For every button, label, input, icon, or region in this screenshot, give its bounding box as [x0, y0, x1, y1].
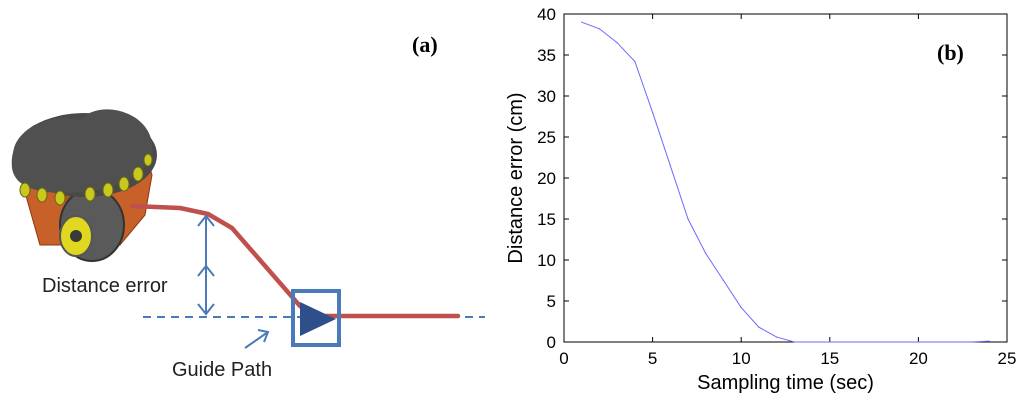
robot-diagram: (a) — [11, 32, 485, 381]
data-point — [917, 341, 919, 343]
x-tick-label: 25 — [998, 349, 1017, 368]
distance-error-chart: (b) 0 5 10 15 20 25 0 5 10 15 20 25 30 35 40 Sampling … — [505, 5, 1016, 394]
data-point — [687, 218, 689, 220]
guide-path-pointer — [244, 329, 270, 349]
y-tick-label: 40 — [537, 5, 556, 24]
series-line — [581, 21, 990, 343]
y-tick-label: 20 — [537, 169, 556, 188]
target-direction-triangle — [300, 302, 336, 336]
panel-b-chart: (b) 0 5 10 15 20 25 0 5 10 15 20 25 30 35 40 Sampling … — [500, 0, 1024, 401]
data-point — [669, 165, 671, 167]
data-point — [864, 341, 866, 343]
series-layer — [581, 21, 990, 343]
data-point — [846, 341, 849, 343]
x-tick-label: 20 — [909, 349, 928, 368]
data-point — [793, 341, 795, 343]
guide-path-label: Guide Path — [172, 359, 272, 381]
data-point — [634, 60, 636, 63]
data-point — [722, 279, 725, 282]
y-tick-label: 0 — [547, 333, 556, 352]
data-point — [953, 341, 955, 343]
x-tick-label: 0 — [559, 349, 568, 368]
x-tick-label: 15 — [820, 349, 839, 368]
target-marker-box — [291, 289, 341, 347]
x-tick-label: 5 — [648, 349, 657, 368]
data-point — [776, 336, 778, 338]
data-point — [705, 252, 707, 255]
y-tick-label: 35 — [537, 46, 556, 65]
y-tick-label: 15 — [537, 210, 556, 229]
data-point — [900, 341, 902, 343]
data-point — [882, 341, 884, 343]
distance-error-label: Distance error — [42, 275, 168, 297]
y-tick-label: 10 — [537, 251, 556, 270]
data-point — [598, 28, 601, 30]
robot-illustration — [11, 109, 157, 262]
y-tick-label: 5 — [547, 292, 556, 311]
data-point — [652, 111, 654, 113]
data-point — [935, 341, 937, 343]
distance-error-arrow — [197, 214, 215, 316]
x-axis-label: Sampling time (sec) — [697, 372, 874, 394]
panel-a-illustration: (a) — [0, 0, 500, 401]
y-tick-label: 30 — [537, 87, 556, 106]
y-tick-label: 25 — [537, 128, 556, 147]
data-point — [970, 341, 973, 343]
data-point — [616, 42, 618, 44]
panel-a-letter: (a) — [412, 32, 438, 57]
data-point — [988, 340, 990, 342]
data-point — [758, 326, 760, 328]
panel-b-letter: (b) — [937, 40, 964, 65]
data-point — [740, 306, 742, 309]
y-axis-label: Distance error (cm) — [505, 92, 527, 263]
data-point — [581, 21, 583, 23]
data-point — [829, 341, 831, 343]
axis-ticks: 0 5 10 15 20 25 0 5 10 15 20 25 30 35 40 — [537, 5, 1016, 368]
data-point — [811, 341, 813, 343]
x-tick-label: 10 — [732, 349, 751, 368]
